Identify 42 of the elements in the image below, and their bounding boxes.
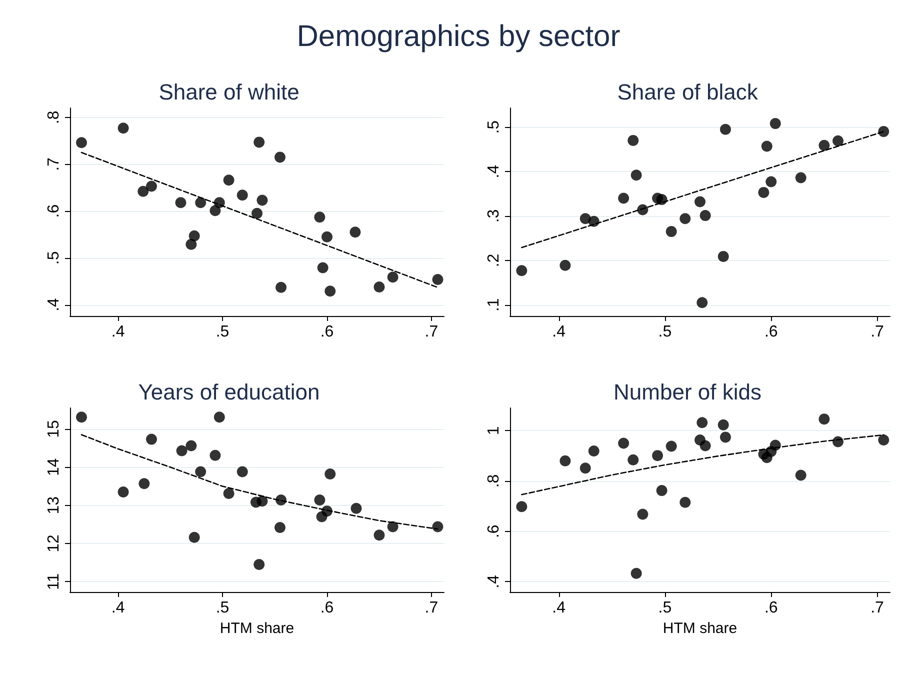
x-axis-title: HTM share xyxy=(662,620,738,637)
y-tick-label: .4 xyxy=(486,164,502,178)
x-tick-label: .6 xyxy=(320,600,334,616)
y-tick-label: .1 xyxy=(486,298,502,312)
x-tick-label: .7 xyxy=(424,324,438,340)
x-tick-label: .4 xyxy=(552,324,566,340)
y-tick-label: 1 xyxy=(486,426,502,436)
x-tick-label: .7 xyxy=(870,324,884,340)
y-tick-label: .8 xyxy=(46,110,62,124)
x-tick-label: .6 xyxy=(764,600,778,616)
chart-title: Share of black xyxy=(617,80,759,104)
y-tick-label: 15 xyxy=(46,420,62,438)
y-tick-label: 12 xyxy=(46,534,62,552)
y-tick-label: .4 xyxy=(486,574,502,588)
x-tick-label: .5 xyxy=(658,600,672,616)
y-tick-label: 11 xyxy=(46,573,62,590)
chart-title: Years of education xyxy=(138,380,320,404)
y-tick-label: .5 xyxy=(46,251,62,265)
chart-title: Share of white xyxy=(158,80,300,104)
y-tick-label: .6 xyxy=(46,204,62,218)
x-tick-label: .4 xyxy=(111,324,125,340)
text: Demographics by sector xyxy=(296,19,622,54)
x-tick-label: .4 xyxy=(111,600,125,616)
x-tick-label: .7 xyxy=(870,600,884,616)
x-tick-label: .5 xyxy=(216,600,230,616)
x-axis-title: HTM share xyxy=(220,620,294,637)
y-tick-label: 13 xyxy=(46,496,62,514)
y-tick-label: .8 xyxy=(486,474,502,488)
x-tick-label: .4 xyxy=(552,600,566,616)
y-tick-label: .3 xyxy=(486,209,502,223)
x-tick-label: .5 xyxy=(658,324,672,340)
x-tick-label: .7 xyxy=(424,600,438,616)
x-tick-label: .5 xyxy=(216,324,230,340)
x-tick-label: .6 xyxy=(764,324,778,340)
x-tick-label: .6 xyxy=(320,324,334,340)
y-tick-label: .4 xyxy=(46,298,62,312)
chart-title: Number of kids xyxy=(614,380,762,404)
y-tick-label: .5 xyxy=(486,120,502,134)
y-tick-label: .2 xyxy=(486,254,502,268)
y-tick-label: .6 xyxy=(486,524,502,538)
y-tick-label: 14 xyxy=(46,458,62,476)
y-tick-label: .7 xyxy=(46,157,62,171)
